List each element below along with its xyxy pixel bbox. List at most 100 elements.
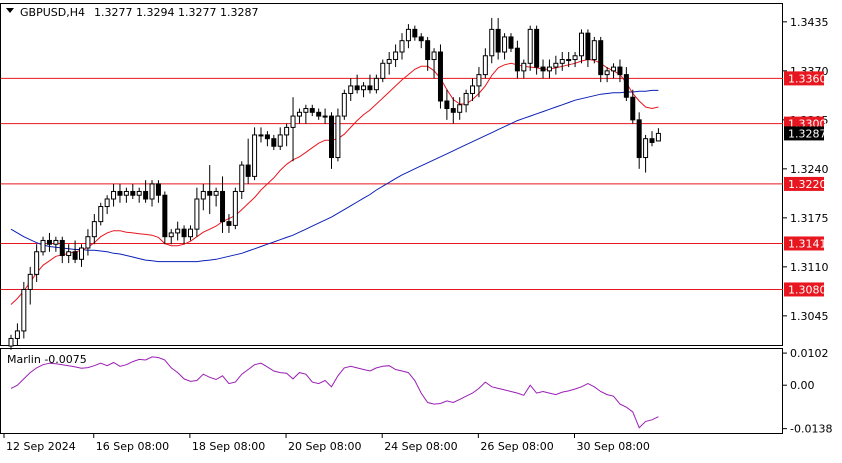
candle-body <box>546 66 552 72</box>
horizontal-levels <box>1 77 783 290</box>
candle-body <box>335 115 341 159</box>
candle-body <box>431 51 437 61</box>
candle-body <box>373 77 379 91</box>
candle-body <box>412 28 418 38</box>
candle-body <box>540 66 546 72</box>
osc-tick-label: 0.0102 <box>790 347 829 360</box>
time-axis: 12 Sep 2024 16 Sep 08:00 18 Sep 08:00 20 Se… <box>3 434 650 453</box>
candle-body <box>643 138 649 159</box>
candle-body <box>476 74 482 87</box>
candle-body <box>40 239 46 253</box>
candle-body <box>117 190 123 196</box>
candle-body <box>470 85 476 94</box>
ohlc-values: 1.3277 1.3294 1.3277 1.3287 <box>94 6 258 19</box>
candle-body <box>245 164 251 177</box>
candle-body <box>322 115 328 118</box>
candle-body <box>309 108 315 113</box>
level-label-text: 1.3220 <box>788 178 827 191</box>
oscillator-line <box>10 356 659 429</box>
osc-tick-label: 0.00 <box>790 379 815 392</box>
level-label-bg <box>784 71 824 86</box>
current-price-marker: 1.3287 <box>784 126 827 140</box>
candle-body <box>168 232 174 238</box>
candle-body <box>393 51 399 61</box>
candle-body <box>361 85 367 91</box>
candle-body <box>277 134 283 147</box>
candle-body <box>136 190 142 196</box>
candle-body <box>450 108 456 113</box>
candle-body <box>220 190 226 223</box>
main-pane-frame <box>0 3 783 346</box>
time-tick-label: 16 Sep 08:00 <box>96 440 169 453</box>
level-label-text: 1.3080 <box>788 283 827 296</box>
candle-body <box>623 74 629 98</box>
time-tick-label: 24 Sep 08:00 <box>384 440 457 453</box>
candle-body <box>502 36 508 53</box>
level-label-bg <box>784 236 824 251</box>
candle-body <box>611 66 617 72</box>
candle-body <box>437 51 443 102</box>
candle-body <box>239 164 245 192</box>
candle-body <box>527 28 533 64</box>
candle-body <box>636 119 642 159</box>
candle-body <box>226 221 232 226</box>
candle-body <box>598 40 604 76</box>
candle-body <box>617 66 623 76</box>
candle-body <box>489 28 495 57</box>
candle-body <box>354 85 360 91</box>
candle-body <box>386 59 392 64</box>
candle-body <box>559 59 565 64</box>
candle-body <box>59 239 65 257</box>
slow-ma-line <box>10 89 659 263</box>
candle-body <box>290 115 296 128</box>
candle-body <box>130 190 136 196</box>
candle-body <box>155 183 161 196</box>
oscillator-axis: 0.0102 0.00 -0.0138 <box>783 347 832 436</box>
candle-body <box>200 190 206 200</box>
candle-body <box>655 132 661 142</box>
candle-body <box>111 190 117 200</box>
candle-body <box>566 59 572 62</box>
candle-body <box>14 330 20 339</box>
candle-body <box>284 126 290 136</box>
level-label-bg <box>784 282 824 297</box>
candle-body <box>316 111 322 117</box>
candle-body <box>85 236 91 249</box>
candle-body <box>264 134 270 140</box>
candle-body <box>514 47 520 72</box>
candle-body <box>213 190 219 196</box>
price-tick-label: 1.3175 <box>790 212 829 225</box>
candle-body <box>348 85 354 94</box>
level-label-bg <box>784 176 824 191</box>
candle-body <box>329 115 334 159</box>
candle-body <box>53 239 59 245</box>
candle-body <box>194 198 200 230</box>
candle-body <box>143 190 149 200</box>
candle-body <box>149 183 155 200</box>
candle-body <box>405 28 411 42</box>
candle-body <box>591 40 597 61</box>
candle-body <box>8 337 14 347</box>
candle-body <box>175 228 181 234</box>
candle-body <box>418 36 424 42</box>
slow-moving-average <box>10 89 659 263</box>
candle-body <box>553 62 559 68</box>
candle-body <box>495 28 501 53</box>
candle-body <box>21 288 27 332</box>
candle-body <box>27 273 33 290</box>
candle-body <box>66 251 72 257</box>
dropdown-triangle-icon[interactable] <box>6 8 14 13</box>
candle-body <box>534 28 540 68</box>
price-tick-label: 1.3435 <box>790 16 829 29</box>
candle-body <box>630 96 636 121</box>
osc-tick-label: -0.0138 <box>790 423 832 436</box>
candle-body <box>232 190 238 226</box>
candle-body <box>457 104 463 113</box>
time-tick-label: 30 Sep 08:00 <box>576 440 649 453</box>
candle-body <box>34 251 40 275</box>
candle-body <box>367 85 373 91</box>
candle-body <box>79 247 85 260</box>
